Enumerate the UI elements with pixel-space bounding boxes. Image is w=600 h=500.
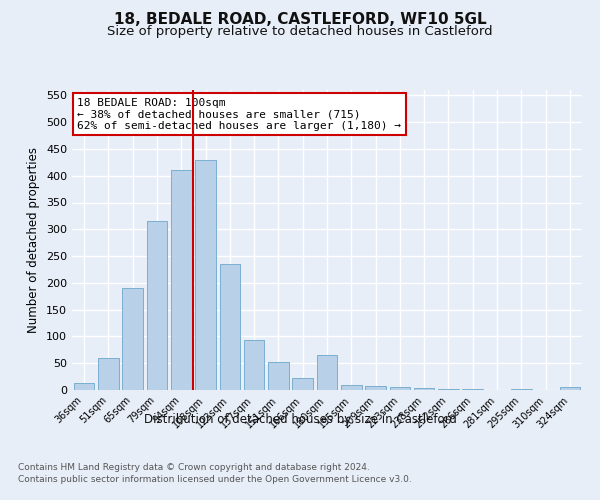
- Bar: [341, 384, 362, 390]
- Bar: [560, 388, 580, 390]
- Bar: [146, 221, 167, 390]
- Text: 18 BEDALE ROAD: 100sqm
← 38% of detached houses are smaller (715)
62% of semi-de: 18 BEDALE ROAD: 100sqm ← 38% of detached…: [77, 98, 401, 130]
- Text: 18, BEDALE ROAD, CASTLEFORD, WF10 5GL: 18, BEDALE ROAD, CASTLEFORD, WF10 5GL: [113, 12, 487, 28]
- Text: Contains public sector information licensed under the Open Government Licence v3: Contains public sector information licen…: [18, 475, 412, 484]
- Text: Distribution of detached houses by size in Castleford: Distribution of detached houses by size …: [143, 412, 457, 426]
- Text: Size of property relative to detached houses in Castleford: Size of property relative to detached ho…: [107, 25, 493, 38]
- Bar: [122, 288, 143, 390]
- Bar: [244, 340, 265, 390]
- Bar: [268, 362, 289, 390]
- Text: Contains HM Land Registry data © Crown copyright and database right 2024.: Contains HM Land Registry data © Crown c…: [18, 462, 370, 471]
- Bar: [74, 383, 94, 390]
- Bar: [317, 355, 337, 390]
- Bar: [171, 170, 191, 390]
- Bar: [220, 264, 240, 390]
- Bar: [195, 160, 216, 390]
- Bar: [389, 388, 410, 390]
- Bar: [292, 378, 313, 390]
- Bar: [98, 358, 119, 390]
- Bar: [365, 386, 386, 390]
- Bar: [414, 388, 434, 390]
- Y-axis label: Number of detached properties: Number of detached properties: [28, 147, 40, 333]
